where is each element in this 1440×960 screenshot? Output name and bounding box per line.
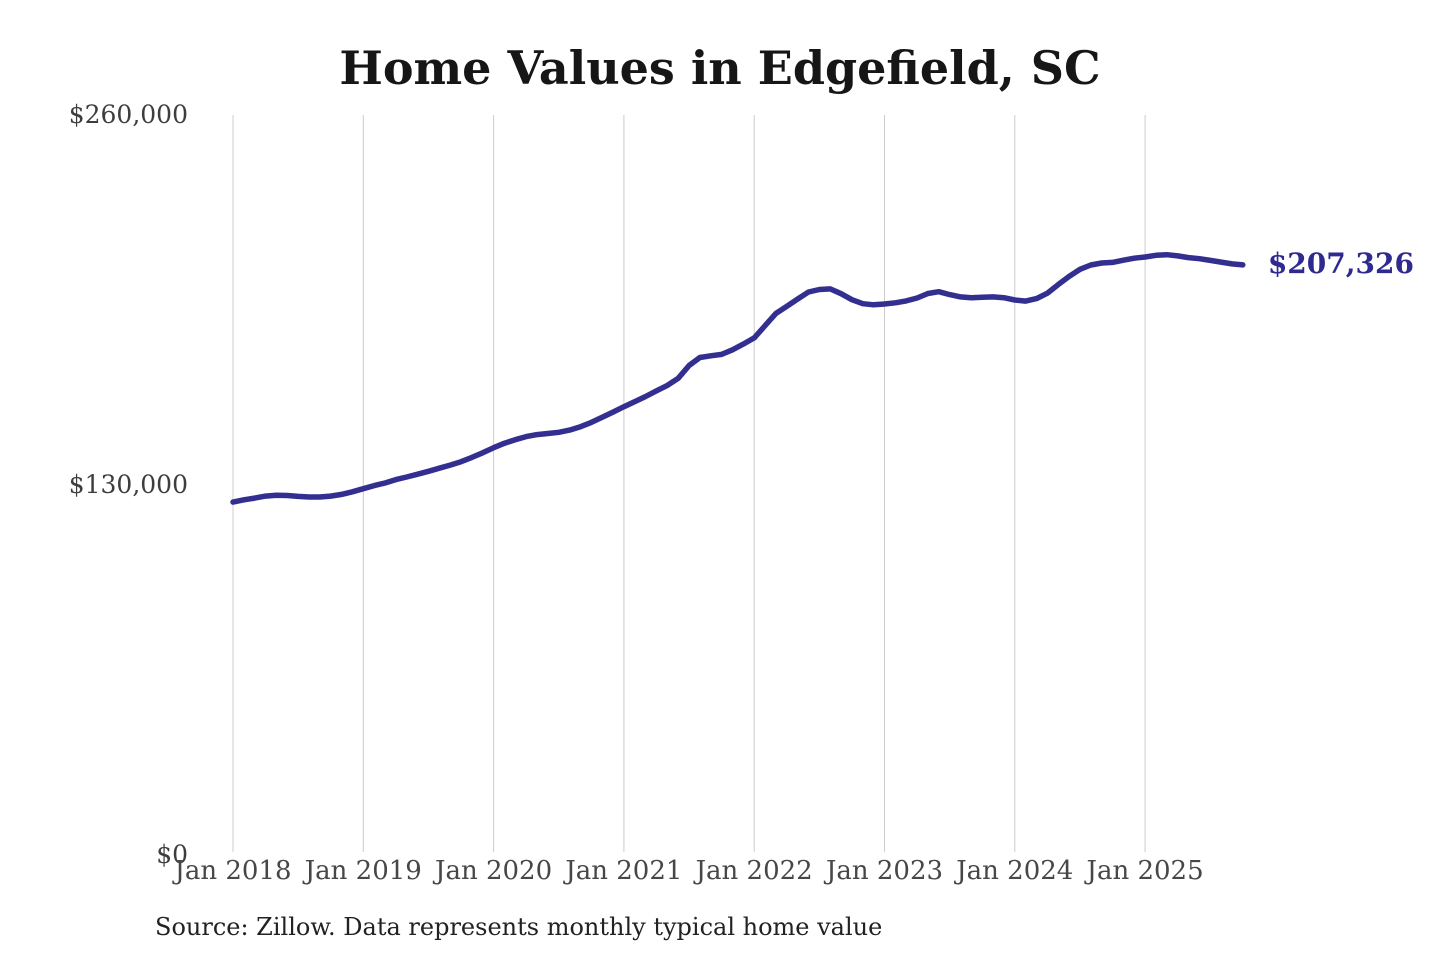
home-value-line [230,251,1246,505]
gridlines [232,115,1146,852]
current-value-label: $207,326 [1267,246,1414,280]
x-tick-label: Jan 2021 [565,856,683,886]
x-tick-label: Jan 2024 [956,856,1074,886]
x-tick-label: Jan 2020 [435,856,553,886]
source-note: Source: Zillow. Data represents monthly … [155,913,883,941]
x-tick-label: Jan 2019 [304,856,422,886]
chart-title: Home Values in Edgefield, SC [339,41,1101,95]
y-tick-label: $260,000 [68,99,188,129]
y-tick-label: $0 [156,839,188,869]
y-tick-label: $130,000 [68,469,188,499]
x-tick-label: Jan 2025 [1086,856,1204,886]
x-tick-label: Jan 2023 [825,856,944,886]
x-tick-label: Jan 2018 [174,856,292,886]
x-tick-label: Jan 2022 [695,856,813,886]
